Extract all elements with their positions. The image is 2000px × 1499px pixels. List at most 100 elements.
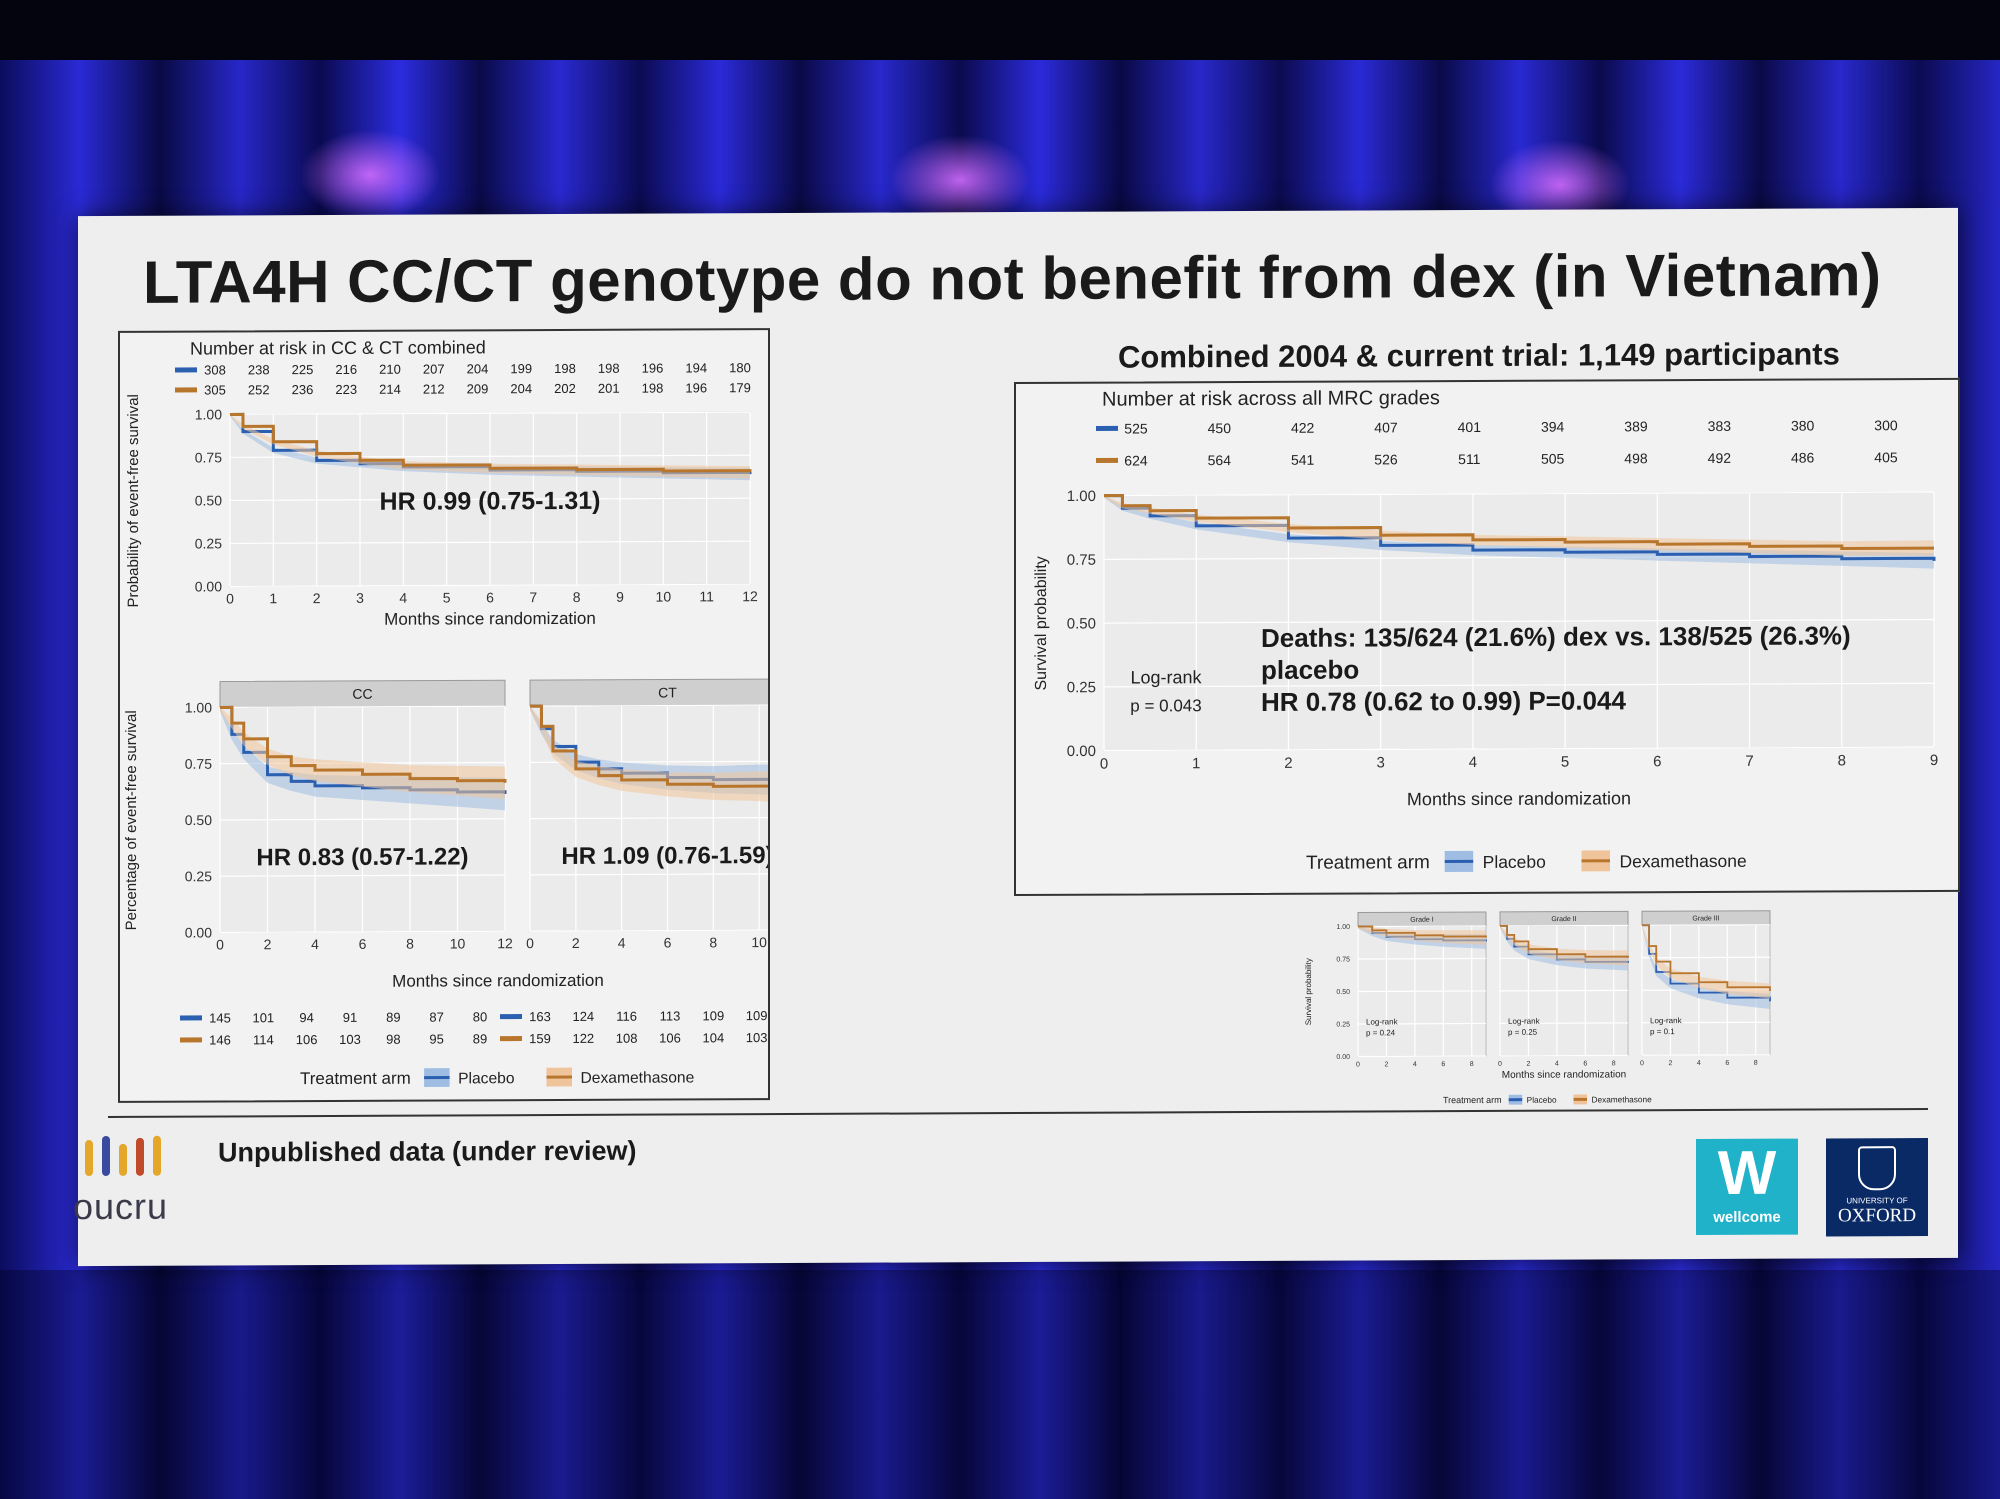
cc_ct_combined-ytick-label: 0.25 <box>195 535 222 551</box>
combined_trial-hgrid <box>1104 746 1934 752</box>
cc_ct_combined-xlabel: Months since randomization <box>384 609 596 629</box>
grade_II-facet-label: Grade II <box>1551 916 1576 923</box>
grade_III-hgrid <box>1642 956 1770 959</box>
cc_ct_combined-xtick-label: 1 <box>269 590 277 606</box>
cc_ct_combined-xtick-label: 4 <box>399 590 407 606</box>
cc-ct-dex-risk-value: 305 <box>204 382 226 397</box>
cc-placebo-risk-value: 91 <box>343 1010 357 1025</box>
ct-hgrid <box>530 816 805 820</box>
cc-placebo-risk-value: 94 <box>299 1010 313 1025</box>
ct-placebo-risk-value: 109 <box>702 1008 724 1023</box>
cc_ct_combined-xtick-label: 2 <box>313 590 321 606</box>
cc-ct-dex-risk-value: 236 <box>292 382 314 397</box>
cc-ylabel: Percentage of event-free survival <box>123 710 140 930</box>
cc-facet-label: CC <box>352 686 372 702</box>
ct-dex-risk-value: 108 <box>616 1031 638 1046</box>
grade_I-xtick-label: 0 <box>1356 1062 1360 1069</box>
grade_I-curve-dexamethasone <box>1358 925 1487 938</box>
combined_trial-hgrid <box>1104 618 1934 624</box>
ct-curve-dexamethasone <box>530 704 807 789</box>
grade_II-logrank-p: p = 0.25 <box>1508 1028 1538 1037</box>
ct-dex-risk-value: 103 <box>746 1030 768 1045</box>
cc-ct-placebo-risk-value: 225 <box>292 362 314 377</box>
combined-risk-title: Number at risk across all MRC grades <box>1102 387 1440 410</box>
footer-note: Unpublished data (under review) <box>218 1135 637 1168</box>
cc_ct_combined-ytick-label: 0.75 <box>195 449 222 465</box>
cc-ct-placebo-risk-value: 216 <box>335 362 357 377</box>
grade_I-xtick-label: 8 <box>1470 1061 1474 1068</box>
combined-logrank-p: p = 0.043 <box>1130 696 1201 715</box>
cc-ct-placebo-risk-value: 198 <box>554 361 576 376</box>
combined-dex-risk-value: 624 <box>1124 452 1148 468</box>
grade_I-hgrid <box>1358 1055 1486 1058</box>
ct-xtick-label: 8 <box>709 934 717 950</box>
combined-placebo-risk-value: 450 <box>1208 420 1232 436</box>
combined-dex-risk-value: 505 <box>1541 451 1565 467</box>
oxford-logo: UNIVERSITY OF OXFORD <box>1826 1138 1928 1237</box>
ct-facet-label: CT <box>658 684 677 700</box>
cc-dex-risk-value: 95 <box>429 1032 443 1047</box>
oucru-logo-text: oucru <box>73 1185 169 1228</box>
grade_III-hgrid <box>1642 1021 1770 1024</box>
combined_trial-xtick-label: 8 <box>1838 752 1846 769</box>
cc-ct-risk-title: Number at risk in CC & CT combined <box>190 337 486 358</box>
cc-hgrid <box>220 705 505 709</box>
cc_ct_combined-xtick-label: 7 <box>529 589 537 605</box>
grade_III-hgrid <box>1642 1054 1770 1056</box>
cc_ct_combined-ylabel: Probability of event-free survival <box>125 394 142 608</box>
ct-xtick-label: 0 <box>526 935 534 951</box>
cc-dex-risk-value: 146 <box>209 1032 231 1047</box>
grade_II-xtick-label: 2 <box>1526 1061 1530 1068</box>
grade_II-hgrid <box>1500 1022 1628 1024</box>
cc-ytick-label: 0.75 <box>185 756 212 772</box>
ct-hgrid <box>530 873 805 876</box>
cc-ct-placebo-risk-value: 199 <box>510 361 532 376</box>
combined-placebo-risk-value: 389 <box>1624 418 1648 434</box>
grade_II-hgrid <box>1500 924 1628 927</box>
cc-ytick-label: 0.25 <box>185 868 212 884</box>
ct-hgrid <box>530 704 805 707</box>
combined-dex-risk-value: 486 <box>1791 450 1815 466</box>
wellcome-logo: W wellcome <box>1696 1138 1798 1236</box>
cc-xtick-label: 4 <box>311 936 319 952</box>
cc-placebo-risk-value: 89 <box>386 1010 400 1025</box>
cc_ct_combined-ci-band-dexamethasone <box>230 414 750 479</box>
cc-ct-dex-legend-swatch <box>175 387 197 393</box>
grade_I-xtick-label: 6 <box>1441 1061 1445 1068</box>
cc-ct-placebo-risk-value: 198 <box>598 361 620 376</box>
grade_II-xtick-label: 6 <box>1583 1061 1587 1068</box>
combined-trial-subtitle: Combined 2004 & current trial: 1,149 par… <box>1118 336 1840 375</box>
grade_III-facet-label: Grade III <box>1692 915 1719 922</box>
grade_III-xtick-label: 0 <box>1640 1060 1644 1067</box>
grade_III-logrank-p: p = 0.1 <box>1650 1027 1675 1036</box>
grade_III-ci-band-dexamethasone <box>1642 925 1770 999</box>
cc_ct_combined-ytick-label: 0.00 <box>195 578 222 594</box>
ct-hgrid <box>530 929 805 932</box>
cc-ct-dex-risk-value: 209 <box>467 381 489 396</box>
cc_ct_combined-xtick-label: 3 <box>356 590 364 606</box>
combined_trial-ytick-label: 1.00 <box>1067 488 1096 505</box>
grade_I-ytick-label: 0.25 <box>1336 1022 1350 1029</box>
cc-placebo-legend-swatch <box>180 1015 202 1021</box>
oucru-bars-icon <box>85 1135 170 1180</box>
cc_ct_combined-hgrid <box>230 583 750 588</box>
ct-placebo-risk-value: 109 <box>746 1008 768 1023</box>
grade_I-logrank-p: p = 0.24 <box>1366 1028 1396 1037</box>
combined_trial-xtick-label: 1 <box>1192 755 1200 772</box>
cc-placebo-risk-value: 87 <box>429 1010 443 1025</box>
combined-placebo-legend-swatch <box>1096 425 1118 431</box>
cc-ct-placebo-risk-value: 196 <box>642 361 664 376</box>
grade_I-xtick-label: 2 <box>1384 1061 1388 1068</box>
cc-ct-dex-risk-value: 198 <box>642 381 664 396</box>
grade_I-logrank-label: Log-rank <box>1366 1017 1399 1026</box>
grade_III-xtick-label: 6 <box>1725 1060 1729 1067</box>
cc-xtick-label: 0 <box>216 936 224 952</box>
combined-dex-legend-swatch <box>1096 457 1118 463</box>
cc-placebo-risk-value: 101 <box>252 1010 274 1025</box>
cc_ct_combined-curve-dexamethasone <box>230 412 752 473</box>
cc-hgrid <box>220 930 505 934</box>
cc_ct_combined-ytick-label: 0.50 <box>195 492 222 508</box>
legend-dex-label: Dexamethasone <box>1592 1095 1653 1104</box>
grade_II-xtick-label: 4 <box>1555 1061 1559 1068</box>
combined_trial-ytick-label: 0.00 <box>1067 743 1096 760</box>
